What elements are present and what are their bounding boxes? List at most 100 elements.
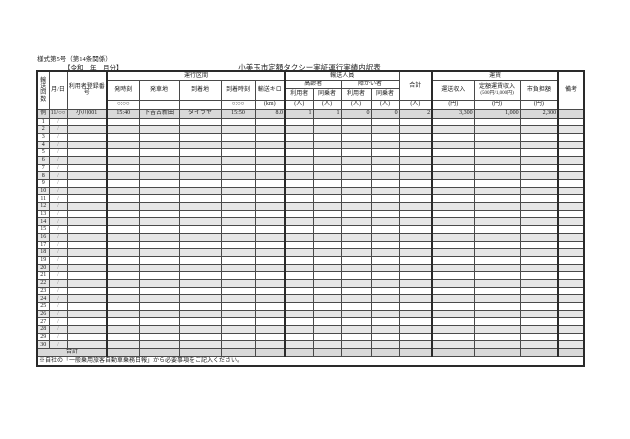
total-cell [138, 348, 180, 358]
empty-cell [398, 148, 434, 157]
empty-cell [519, 148, 560, 157]
empty-cell [312, 271, 342, 280]
table-row: 27/ [36, 317, 585, 327]
empty-cell [138, 317, 180, 327]
empty-cell [178, 255, 222, 265]
empty-cell [398, 317, 434, 327]
empty-cell [178, 263, 222, 273]
period-label: 【令和 年 月分】 [64, 65, 123, 72]
row-number: 8 [36, 171, 50, 180]
empty-cell [473, 186, 521, 196]
empty-cell [312, 332, 342, 342]
empty-cell [473, 232, 521, 242]
empty-cell [138, 225, 180, 234]
empty-cell [431, 125, 475, 134]
empty-cell [557, 309, 585, 319]
empty-cell [473, 240, 521, 250]
empty-cell [66, 209, 108, 219]
empty-cell [284, 255, 314, 265]
empty-cell [312, 132, 342, 142]
empty-cell [254, 248, 287, 257]
empty-cell [557, 332, 585, 342]
empty-cell [106, 155, 140, 165]
empty-cell [370, 255, 400, 265]
row-number: 7 [36, 163, 50, 173]
empty-cell [138, 140, 180, 150]
empty-cell [431, 202, 475, 211]
empty-cell [254, 179, 287, 188]
empty-cell [398, 163, 434, 173]
empty-cell [106, 263, 140, 273]
empty-cell [66, 271, 108, 280]
empty-cell [557, 179, 585, 188]
empty-cell [66, 278, 108, 288]
form-number: 様式第5号（第14条関係） [37, 56, 112, 63]
empty-cell [284, 232, 314, 242]
empty-cell [284, 132, 314, 142]
header-elderly-user: 利用者 [284, 87, 314, 101]
empty-cell [473, 248, 521, 257]
empty-cell [519, 317, 560, 327]
empty-cell [178, 194, 222, 204]
total-label: 合計 [36, 348, 108, 358]
empty-cell [106, 125, 140, 134]
empty-cell [178, 294, 222, 303]
empty-cell [220, 155, 256, 165]
empty-cell [340, 179, 372, 188]
empty-cell [473, 179, 521, 188]
empty-cell [220, 263, 256, 273]
empty-cell [106, 194, 140, 204]
total-cell [254, 348, 287, 358]
empty-cell [106, 271, 140, 280]
empty-cell [106, 117, 140, 127]
empty-cell [557, 271, 585, 280]
table-row: 24/ [36, 294, 585, 303]
empty-cell [220, 225, 256, 234]
unit-elderly-user: (人) [284, 99, 314, 110]
empty-cell [312, 194, 342, 204]
empty-cell [557, 194, 585, 204]
total-cell [340, 348, 372, 358]
example-cell: 1 [312, 108, 342, 119]
header-disabled-user: 利用者 [340, 87, 372, 101]
empty-cell [66, 340, 108, 350]
date-cell: / [48, 332, 68, 342]
empty-cell [398, 232, 434, 242]
empty-cell [178, 163, 222, 173]
row-number: 21 [36, 271, 50, 280]
empty-cell [519, 125, 560, 134]
date-cell: / [48, 325, 68, 334]
empty-cell [312, 309, 342, 319]
example-cell: 0 [370, 108, 400, 119]
empty-cell [473, 317, 521, 327]
empty-cell [473, 194, 521, 204]
empty-cell [254, 217, 287, 227]
empty-cell [557, 117, 585, 127]
empty-cell [106, 209, 140, 219]
empty-cell [106, 132, 140, 142]
empty-cell [254, 148, 287, 157]
empty-cell [398, 217, 434, 227]
table-row: 26/ [36, 309, 585, 319]
empty-cell [340, 309, 372, 319]
empty-cell [220, 171, 256, 180]
empty-cell [254, 163, 287, 173]
row-number: 1 [36, 117, 50, 127]
empty-cell [431, 186, 475, 196]
empty-cell [519, 325, 560, 334]
empty-cell [106, 317, 140, 327]
empty-cell [312, 325, 342, 334]
row-number: 2 [36, 125, 50, 134]
empty-cell [370, 232, 400, 242]
empty-cell [178, 225, 222, 234]
empty-cell [138, 186, 180, 196]
empty-cell [106, 232, 140, 242]
empty-cell [220, 302, 256, 311]
empty-cell [312, 186, 342, 196]
empty-cell [398, 194, 434, 204]
empty-cell [138, 294, 180, 303]
row-number: 12 [36, 202, 50, 211]
empty-cell [398, 140, 434, 150]
empty-cell [138, 179, 180, 188]
empty-cell [138, 309, 180, 319]
